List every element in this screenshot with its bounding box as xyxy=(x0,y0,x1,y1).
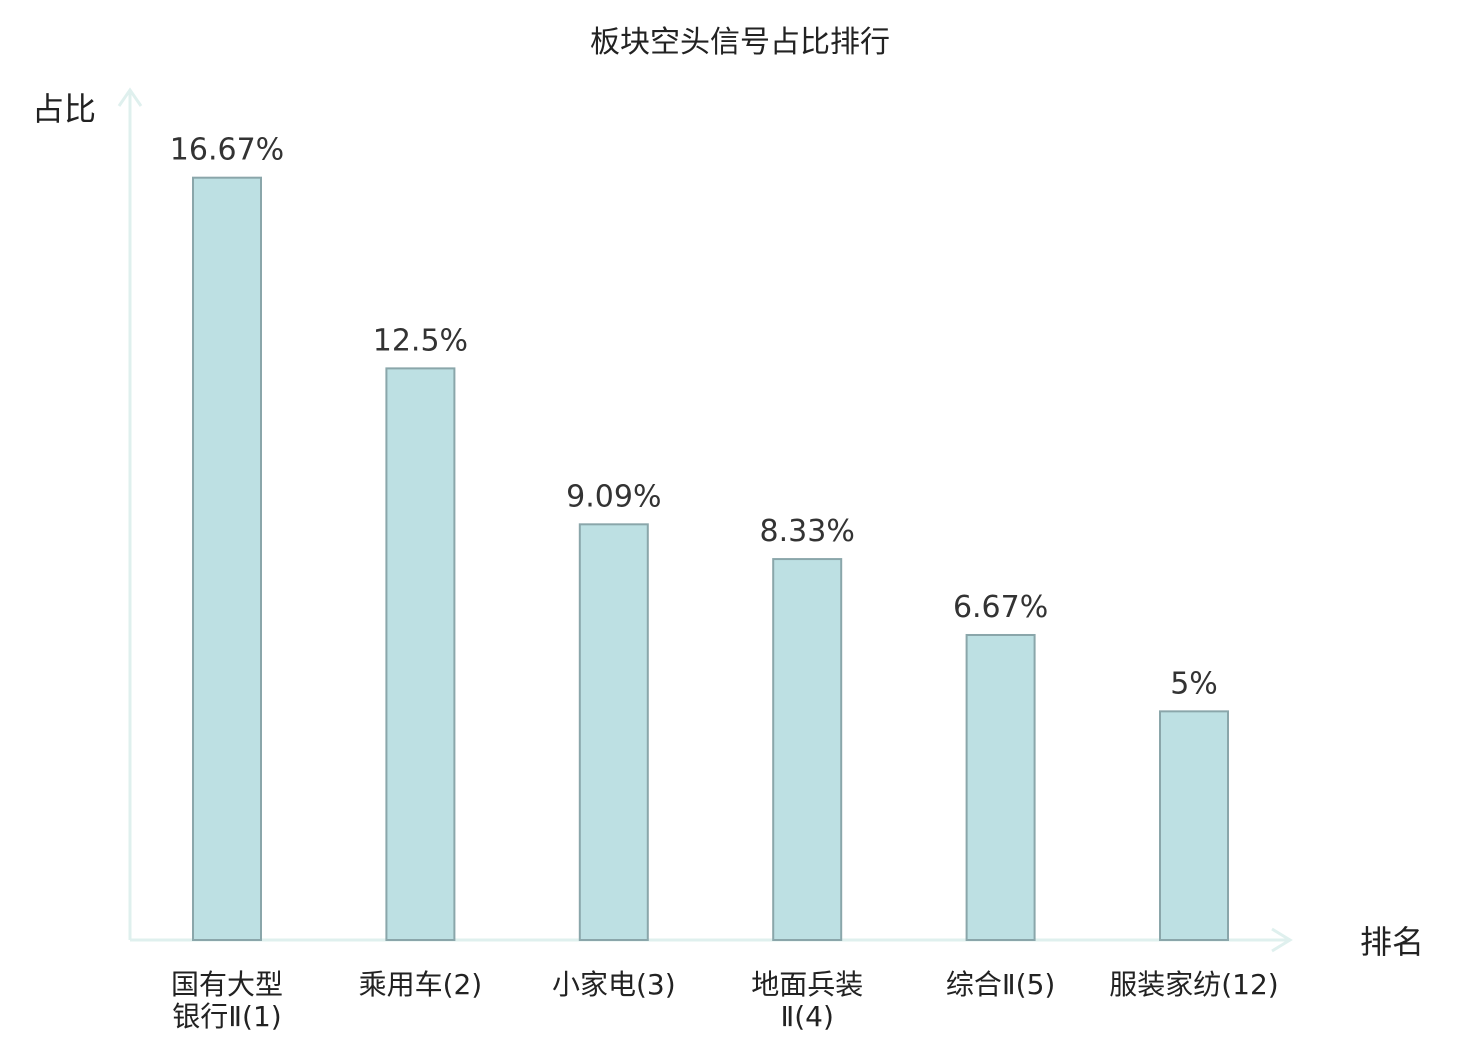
y-axis-arrow xyxy=(117,87,143,107)
chart-title: 板块空头信号占比排行 xyxy=(590,25,890,60)
category-label-2: 乘用车(2) xyxy=(359,968,483,1001)
value-label-4: 8.33% xyxy=(760,514,855,549)
category-label-5: 综合Ⅱ(5) xyxy=(946,968,1055,1001)
value-label-5: 6.67% xyxy=(953,590,1048,625)
bar-4 xyxy=(772,558,843,941)
x-axis-arrow xyxy=(1271,927,1293,953)
bars-group xyxy=(192,176,1229,942)
category-label-4-line-1: 地面兵装 xyxy=(751,968,863,1001)
category-label-1-line-1: 国有大型 xyxy=(171,968,283,1001)
category-label-1-line-2: 银行Ⅱ(1) xyxy=(172,1000,281,1033)
y-axis-label: 占比 xyxy=(32,90,96,128)
value-labels-group: 16.67% 12.5% 9.09% 8.33% 6.67% 5% xyxy=(170,133,1218,702)
category-label-4-line-2: Ⅱ(4) xyxy=(780,1000,833,1033)
x-axis-label: 排名 xyxy=(1360,923,1424,961)
bar-1 xyxy=(192,176,262,941)
value-label-6: 5% xyxy=(1170,666,1218,701)
bar-3 xyxy=(578,523,649,942)
category-label-6: 服装家纺(12) xyxy=(1109,968,1278,1001)
bar-6 xyxy=(1159,710,1229,942)
bar-5 xyxy=(965,633,1036,942)
value-label-1: 16.67% xyxy=(170,133,284,168)
bar-2 xyxy=(385,367,456,942)
value-label-2: 12.5% xyxy=(373,323,468,358)
value-label-3: 9.09% xyxy=(566,479,661,514)
category-label-3: 小家电(3) xyxy=(552,968,676,1001)
